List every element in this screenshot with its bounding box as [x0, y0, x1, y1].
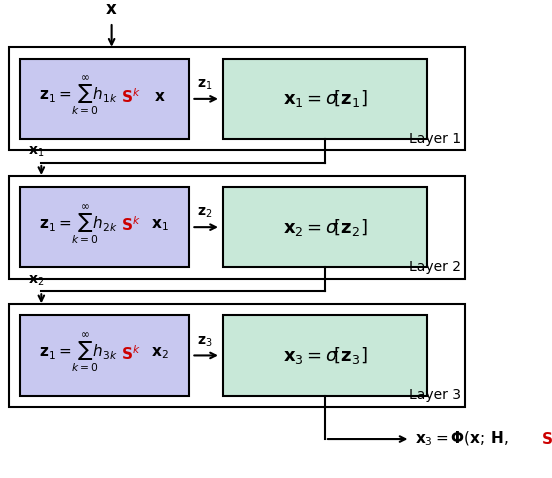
Text: $\mathbf{x}_3 = \mathbf{\Phi}(\mathbf{x};\, \mathbf{H},$: $\mathbf{x}_3 = \mathbf{\Phi}(\mathbf{x}… — [415, 430, 508, 448]
Text: $\mathbf{x}_3 = \sigma\!\left[\mathbf{z}_3\right]$: $\mathbf{x}_3 = \sigma\!\left[\mathbf{z}… — [283, 345, 367, 366]
Text: $\mathbf{x}_2 = \sigma\!\left[\mathbf{z}_2\right]$: $\mathbf{x}_2 = \sigma\!\left[\mathbf{z}… — [283, 217, 367, 238]
Text: $\,\mathbf{x}_1$: $\,\mathbf{x}_1$ — [149, 217, 169, 233]
FancyBboxPatch shape — [9, 47, 465, 151]
Text: $\mathbf{z}_1 = \!\sum_{k=0}^{\infty}\!\! h_{1k}$: $\mathbf{z}_1 = \!\sum_{k=0}^{\infty}\!\… — [39, 75, 118, 119]
FancyBboxPatch shape — [20, 187, 189, 267]
FancyBboxPatch shape — [223, 187, 427, 267]
Text: Layer 2: Layer 2 — [408, 260, 461, 274]
Text: $\mathbf{x}_1$: $\mathbf{x}_1$ — [28, 145, 45, 159]
Text: Layer 3: Layer 3 — [408, 389, 461, 402]
Text: $\mathbf{S})$: $\mathbf{S})$ — [541, 430, 552, 448]
Text: Layer 1: Layer 1 — [408, 132, 461, 146]
FancyBboxPatch shape — [9, 175, 465, 279]
Text: $\mathbf{x}_2$: $\mathbf{x}_2$ — [28, 273, 45, 288]
Text: $\mathbf{z}_3$: $\mathbf{z}_3$ — [197, 334, 213, 348]
Text: $\mathbf{S}^k$: $\mathbf{S}^k$ — [121, 216, 140, 234]
Text: $\,\mathbf{x}_2$: $\,\mathbf{x}_2$ — [149, 345, 169, 361]
Text: $\mathbf{S}^k$: $\mathbf{S}^k$ — [121, 87, 140, 106]
Text: $\mathbf{z}_1 = \!\sum_{k=0}^{\infty}\!\! h_{2k}$: $\mathbf{z}_1 = \!\sum_{k=0}^{\infty}\!\… — [39, 203, 118, 247]
Text: $\mathbf{x}_1 = \sigma\!\left[\mathbf{z}_1\right]$: $\mathbf{x}_1 = \sigma\!\left[\mathbf{z}… — [283, 88, 367, 109]
Text: $\,\mathbf{x}$: $\,\mathbf{x}$ — [152, 89, 166, 104]
FancyBboxPatch shape — [20, 315, 189, 395]
Text: $\mathbf{z}_1 = \!\sum_{k=0}^{\infty}\!\! h_{3k}$: $\mathbf{z}_1 = \!\sum_{k=0}^{\infty}\!\… — [39, 331, 118, 375]
FancyBboxPatch shape — [223, 315, 427, 395]
FancyBboxPatch shape — [223, 59, 427, 139]
FancyBboxPatch shape — [20, 59, 189, 139]
Text: $\mathbf{z}_2$: $\mathbf{z}_2$ — [197, 206, 213, 220]
Text: $\mathbf{x}$: $\mathbf{x}$ — [105, 0, 118, 18]
Text: $\mathbf{z}_1$: $\mathbf{z}_1$ — [197, 77, 213, 92]
Text: $\mathbf{S}^k$: $\mathbf{S}^k$ — [121, 344, 140, 362]
FancyBboxPatch shape — [9, 304, 465, 407]
